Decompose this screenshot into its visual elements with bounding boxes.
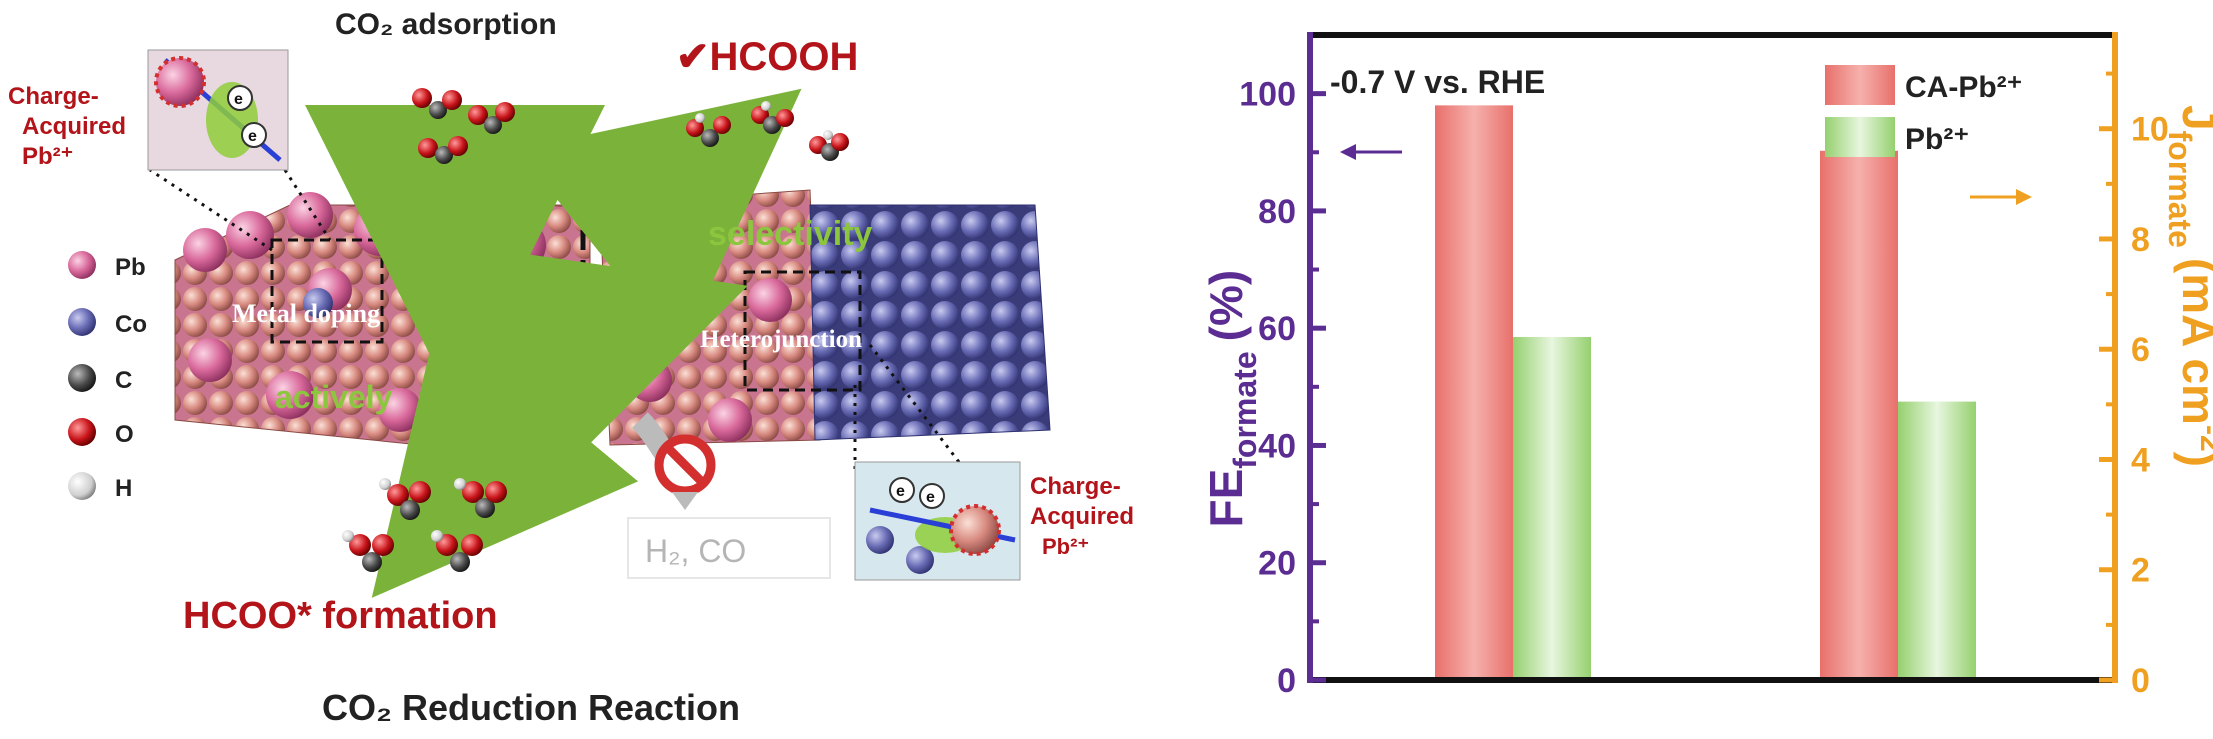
y-right-tick-label: 8 [2131,221,2150,259]
legend-label-o: O [115,421,134,448]
charge-acquired-top-3: Pb²⁺ [22,143,73,170]
fe-bar-chart: 0 20 40 60 80 100 0 2 4 6 8 10 CA-Pb²⁺ Pb²⁺ -0.7 V vs… [1200,32,2213,700]
charge-acquired-bottom-1: Charge- [1030,473,1121,500]
legend-label-pb: Pb [115,254,146,281]
y-left-tick-label: 80 [1258,193,1296,231]
charge-acquired-top-1: Charge- [8,83,99,110]
plot-area: 0 20 40 60 80 100 0 2 4 6 8 10 CA-Pb²⁺ Pb²⁺ [1239,32,2169,700]
y-left-tick-label: 60 [1258,310,1296,348]
y-left-tick-label: 0 [1277,662,1296,700]
inset-electron-4: e [926,489,935,506]
molecules-bottom [342,478,507,572]
selectivity-label: selectivity [708,215,873,253]
y-left-label-main: FE [1200,469,1252,528]
hcoo-formation-label: HCOO* formation [183,595,498,637]
y-right-label-close: ) [2173,452,2213,467]
product-arrow [517,88,802,353]
y-left-label-sub: formate [1227,351,1263,468]
charge-acquired-bottom-3: Pb²⁺ [1042,534,1089,559]
y-right-tick-label: 10 [2131,111,2169,149]
transfer-arrow [437,241,748,508]
reaction-scheme: CO₂ adsorption ✔HCOOH HCOO* formation CO… [8,8,1134,728]
y-right-tick-label: 0 [2131,662,2150,700]
o-legend-icon [68,418,96,446]
inset-charge-bottom: e e [854,461,1021,581]
y-right-tick-label: 4 [2131,441,2150,479]
bar-pb-left [1513,336,1591,677]
legend-label-co: Co [115,311,147,338]
element-legend: Pb Co C O H [68,251,147,502]
legend-label-ca-pb: CA-Pb²⁺ [1905,71,2022,104]
c-legend-icon [68,364,96,392]
legend-swatch-pb [1825,117,1895,157]
inset-electron-2: e [248,128,257,145]
y-left-tick-label: 40 [1258,427,1296,465]
bar-pb-right [1898,401,1976,677]
y-right-label-unit: (mA cm [2173,258,2213,425]
right-axis-arrowhead [2016,189,2032,205]
lightning-icon [555,108,592,210]
inset-charge-top: e e [147,49,289,171]
inset-electron-1: e [234,91,243,108]
inset-electron-3: e [896,483,905,500]
charge-acquired-top-2: Acquired [22,113,126,140]
bar-ca-pb-left [1435,105,1513,677]
potential-annotation: -0.7 V vs. RHE [1330,64,1545,100]
adsorption-arrow [304,104,605,405]
legend-label-c: C [115,367,132,394]
charge-acquired-bottom-2: Acquired [1030,503,1134,530]
pb-legend-icon [68,251,96,279]
co2-adsorption-label: CO₂ adsorption [335,8,557,41]
left-axis-arrowhead [1340,144,1356,160]
legend-swatch-ca-pb [1825,65,1895,105]
electron-label: e⁻ [596,135,633,173]
side-products-label: H₂, CO [645,533,746,569]
y-left-label-unit: (%) [1200,270,1252,342]
y-left-tick-label: 100 [1239,76,1296,114]
co-legend-icon [68,308,96,336]
bar-ca-pb-right [1820,150,1898,677]
hcoo-arrow [371,314,639,598]
actively-label: actively [275,379,393,415]
h-legend-icon [68,472,96,500]
y-axis-right-label: Jformate (mA cm-2) [2162,105,2213,467]
y-right-label-sup: -2 [2194,425,2213,452]
y-right-label-main: J [2173,105,2213,131]
co2-reduction-title: CO₂ Reduction Reaction [322,687,740,728]
metal-doping-label: Metal doping [232,299,380,328]
legend-label-pb: Pb²⁺ [1905,123,1969,156]
y-right-tick-label: 6 [2131,331,2150,369]
y-axis-left-label: FEformate (%) [1200,270,1263,528]
legend-label-h: H [115,475,132,502]
y-left-tick-label: 20 [1258,545,1296,583]
hcooh-product-label: ✔HCOOH [676,35,858,79]
heterojunction-label: Heterojunction [700,326,862,353]
y-right-label-sub: formate [2162,131,2198,248]
molecules-top [412,88,849,164]
y-right-tick-label: 2 [2131,552,2150,590]
